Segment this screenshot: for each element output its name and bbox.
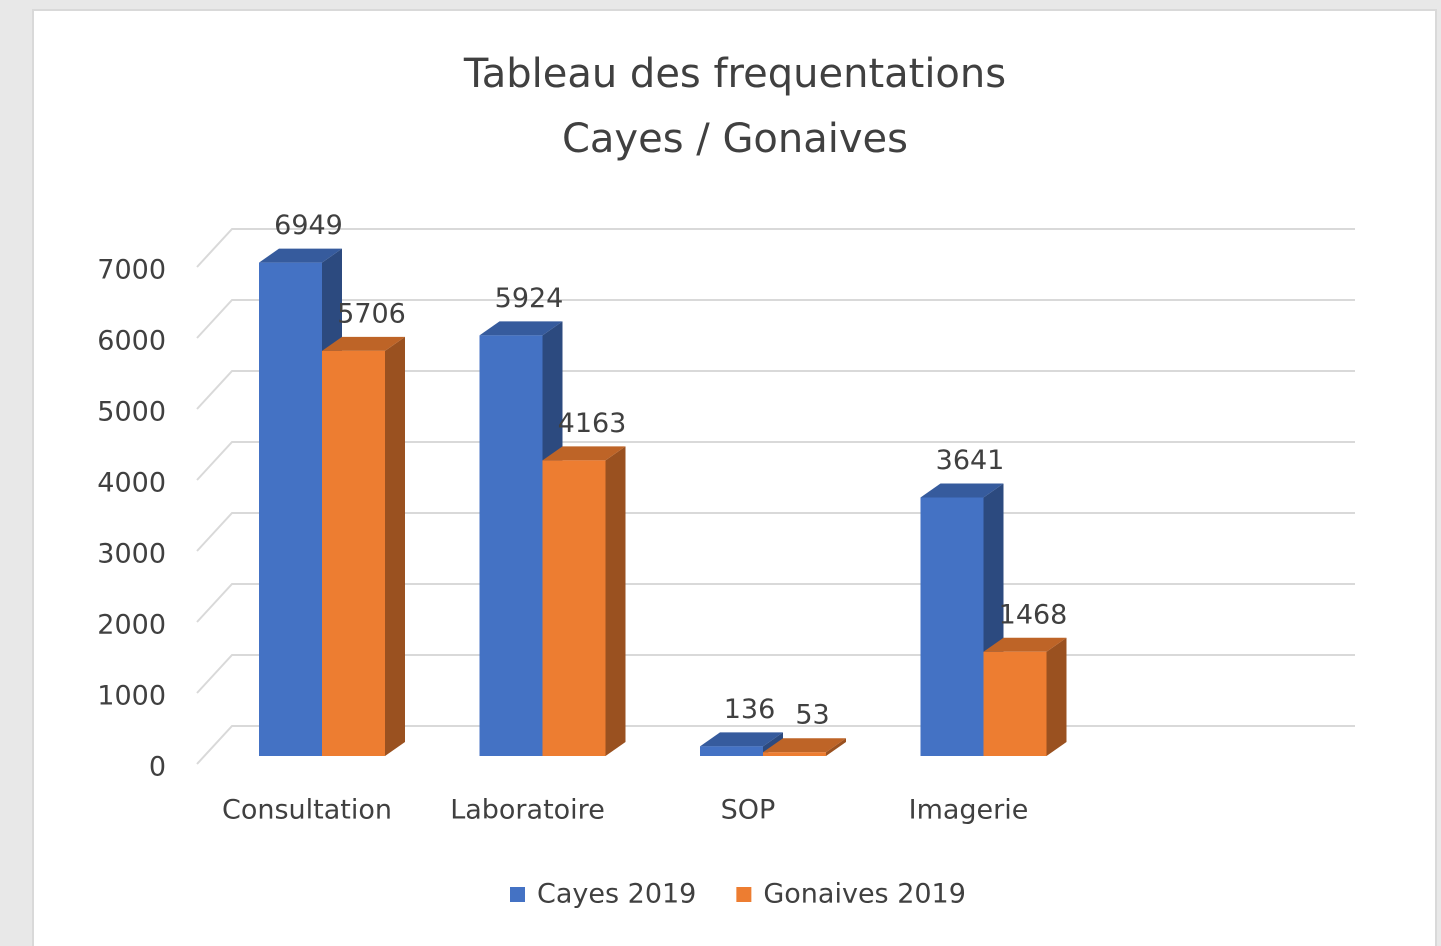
data-label: 6949: [274, 210, 343, 241]
data-label: 136: [724, 694, 776, 725]
x-tick-label: SOP: [721, 795, 776, 826]
bar-side: [385, 336, 405, 756]
bar: [542, 460, 606, 756]
bar-top: [259, 248, 342, 263]
y-tick-label: 7000: [97, 255, 166, 286]
data-label: 3641: [936, 445, 1005, 476]
bar-side: [605, 446, 626, 756]
bar: [763, 752, 826, 756]
bar: [479, 335, 543, 756]
data-label: 5924: [495, 283, 564, 314]
legend-swatch: [510, 887, 525, 902]
x-tick-label: Laboratoire: [450, 795, 605, 826]
grid-line: [196, 441, 1355, 481]
y-tick-label: 0: [149, 752, 166, 783]
bar-top: [322, 336, 405, 351]
y-tick-label: 1000: [97, 681, 166, 712]
y-tick-label: 4000: [97, 468, 166, 499]
legend-label: Cayes 2019: [537, 879, 696, 910]
bar-top: [920, 483, 1004, 498]
legend-swatch: [736, 887, 752, 902]
data-label: 4163: [558, 408, 627, 439]
y-tick-label: 3000: [97, 539, 166, 570]
bar-top: [700, 732, 783, 747]
bar-top: [479, 321, 563, 336]
bar: [322, 350, 385, 756]
bar: [700, 746, 763, 756]
x-tick-label: Consultation: [222, 795, 392, 826]
bar-side: [826, 738, 846, 756]
bar: [983, 651, 1047, 756]
grid-line: [196, 370, 1355, 410]
y-tick-label: 2000: [97, 610, 166, 641]
y-tick-label: 5000: [97, 397, 166, 428]
bar: [259, 262, 322, 756]
bar: [920, 497, 984, 756]
data-label: 5706: [337, 298, 406, 329]
y-tick-label: 6000: [97, 326, 166, 357]
chart-subtitle: Cayes / Gonaives: [562, 116, 908, 162]
x-tick-label: Imagerie: [909, 795, 1029, 826]
bar-top: [763, 738, 846, 753]
bar-top: [542, 446, 626, 461]
legend-label: Gonaives 2019: [763, 879, 966, 910]
grid-line: [196, 228, 1355, 268]
data-label: 53: [795, 700, 829, 731]
chart-title: Tableau des frequentations: [463, 51, 1006, 97]
data-label: 1468: [999, 599, 1068, 630]
bar-top: [983, 637, 1067, 652]
grid-line: [196, 299, 1355, 339]
bar-side: [1046, 637, 1067, 756]
